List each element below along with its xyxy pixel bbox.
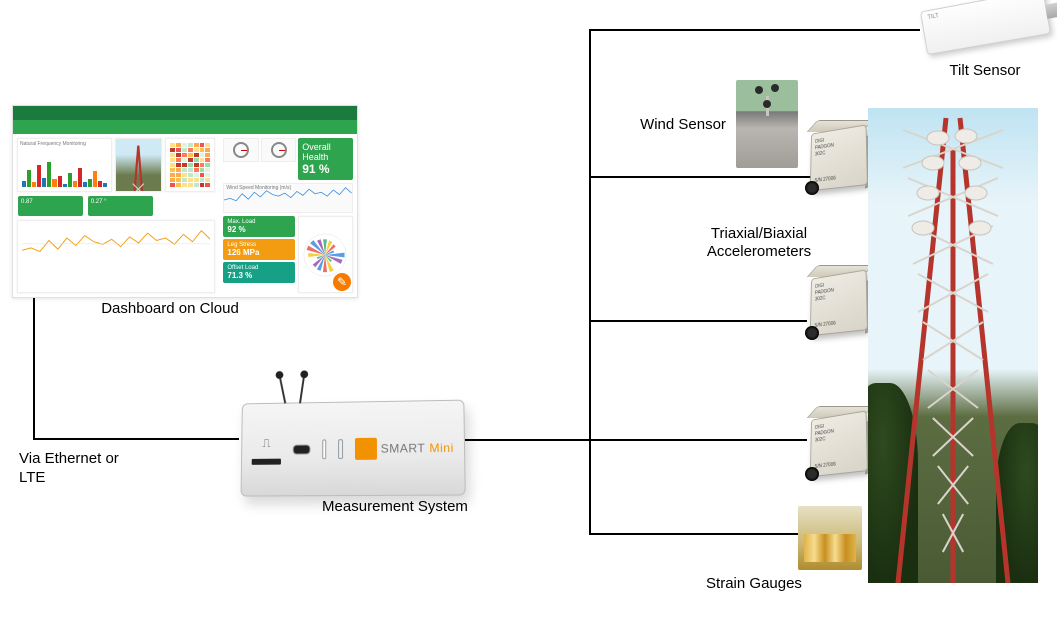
line-branch-2 bbox=[589, 320, 807, 322]
accelerometer-device: DIGIPADGON302CS/N 27006 bbox=[807, 272, 869, 334]
tilt-sensor-label: Tilt Sensor bbox=[930, 62, 1040, 79]
stat-pill: Max. Load92 % bbox=[223, 216, 294, 237]
stat-card-1: 0.87 bbox=[18, 196, 83, 216]
wind-rose-icon bbox=[303, 233, 347, 277]
freq-chart-title: Natural Frequency Monitoring bbox=[20, 141, 109, 147]
dashboard-caption: Dashboard on Cloud bbox=[80, 300, 260, 317]
gauge-1 bbox=[223, 138, 258, 162]
dashboard-left-column: Natural Frequency Monitoring bbox=[13, 134, 219, 297]
pill-stack: Max. Load92 %Leg Stress126 MPaOffset Loa… bbox=[223, 216, 294, 293]
tilt-sensor-device: TILT bbox=[920, 0, 1051, 55]
wifi-icon: ⎍ bbox=[258, 435, 276, 453]
line-via-to-device bbox=[33, 438, 239, 440]
fab-edit-button[interactable]: ✎ bbox=[333, 273, 351, 291]
stat-pill: Leg Stress126 MPa bbox=[223, 239, 294, 260]
heatmap-grid bbox=[170, 143, 211, 187]
bottom-line-chart-card bbox=[17, 220, 215, 293]
wind-sensor-photo bbox=[736, 80, 798, 168]
line-branch-1 bbox=[589, 176, 813, 178]
tower-photo bbox=[868, 108, 1038, 583]
wind-sensor-label: Wind Sensor bbox=[623, 116, 743, 133]
freq-chart-bars bbox=[22, 156, 107, 187]
dashboard-right-column: Overall Health 91 % Wind Speed Monitorin… bbox=[219, 134, 357, 297]
sd-slot-icon bbox=[252, 458, 281, 464]
antenna-icon bbox=[299, 376, 305, 403]
dashboard-header-bar bbox=[13, 106, 357, 120]
accelerometers-label-2: Accelerometers bbox=[694, 243, 824, 260]
tower-thumb-card bbox=[115, 138, 162, 192]
strain-gauges-label: Strain Gauges bbox=[694, 575, 814, 592]
line-via-vert bbox=[33, 298, 35, 439]
usb-port-icon bbox=[322, 439, 326, 459]
accelerometers-label-1: Triaxial/Biaxial bbox=[694, 225, 824, 242]
accelerometer-device: DIGIPADGON302CS/N 27006 bbox=[807, 413, 869, 475]
overall-health-label: Overall Health bbox=[302, 142, 349, 162]
dashboard: Natural Frequency Monitoring bbox=[12, 105, 358, 298]
dashboard-subheader-bar bbox=[13, 120, 357, 134]
line-branch-4 bbox=[589, 533, 798, 535]
ethernet-port-icon bbox=[338, 439, 343, 459]
heatmap-card bbox=[165, 138, 216, 192]
overall-health-value: 91 % bbox=[302, 162, 349, 176]
accelerometer-device: DIGIPADGON302CS/N 27006 bbox=[807, 127, 869, 189]
overall-health-card: Overall Health 91 % bbox=[298, 138, 353, 180]
gauge-2 bbox=[261, 138, 296, 162]
measurement-device: ⎍ SMARTMini bbox=[241, 400, 466, 497]
strain-gold-foil bbox=[804, 534, 855, 562]
strain-gauge-photo bbox=[798, 506, 862, 570]
line-top-to-tilt bbox=[589, 29, 920, 31]
brand-word-1: SMART bbox=[381, 441, 426, 456]
tilt-marking: TILT bbox=[927, 13, 939, 21]
brand-word-2: Mini bbox=[429, 440, 454, 454]
line-trunk-to-device bbox=[465, 439, 591, 441]
stat-pill: Offset Load71.3 % bbox=[223, 262, 294, 283]
line-trunk-vert bbox=[589, 29, 591, 440]
gauge-row: Overall Health 91 % bbox=[223, 138, 353, 180]
dashboard-body: Natural Frequency Monitoring bbox=[13, 134, 357, 297]
device-brand: SMARTMini bbox=[355, 436, 454, 459]
usb-mini-port-icon bbox=[293, 444, 311, 454]
line-branch-4-vert bbox=[589, 440, 591, 535]
via-label: Via Ethernet or LTE bbox=[19, 450, 149, 488]
line-branch-3 bbox=[589, 439, 807, 441]
brand-logo-icon bbox=[355, 437, 377, 459]
wind-line-chart: Wind Speed Monitoring (m/s) bbox=[223, 183, 353, 213]
stat-card-2: 0.27 ° bbox=[88, 196, 153, 216]
measurement-system-label: Measurement System bbox=[310, 498, 480, 515]
antenna-icon bbox=[279, 377, 286, 404]
anemometer-icon bbox=[753, 84, 781, 112]
tower-structure-icon bbox=[868, 108, 1038, 583]
freq-chart-card: Natural Frequency Monitoring bbox=[17, 138, 112, 192]
